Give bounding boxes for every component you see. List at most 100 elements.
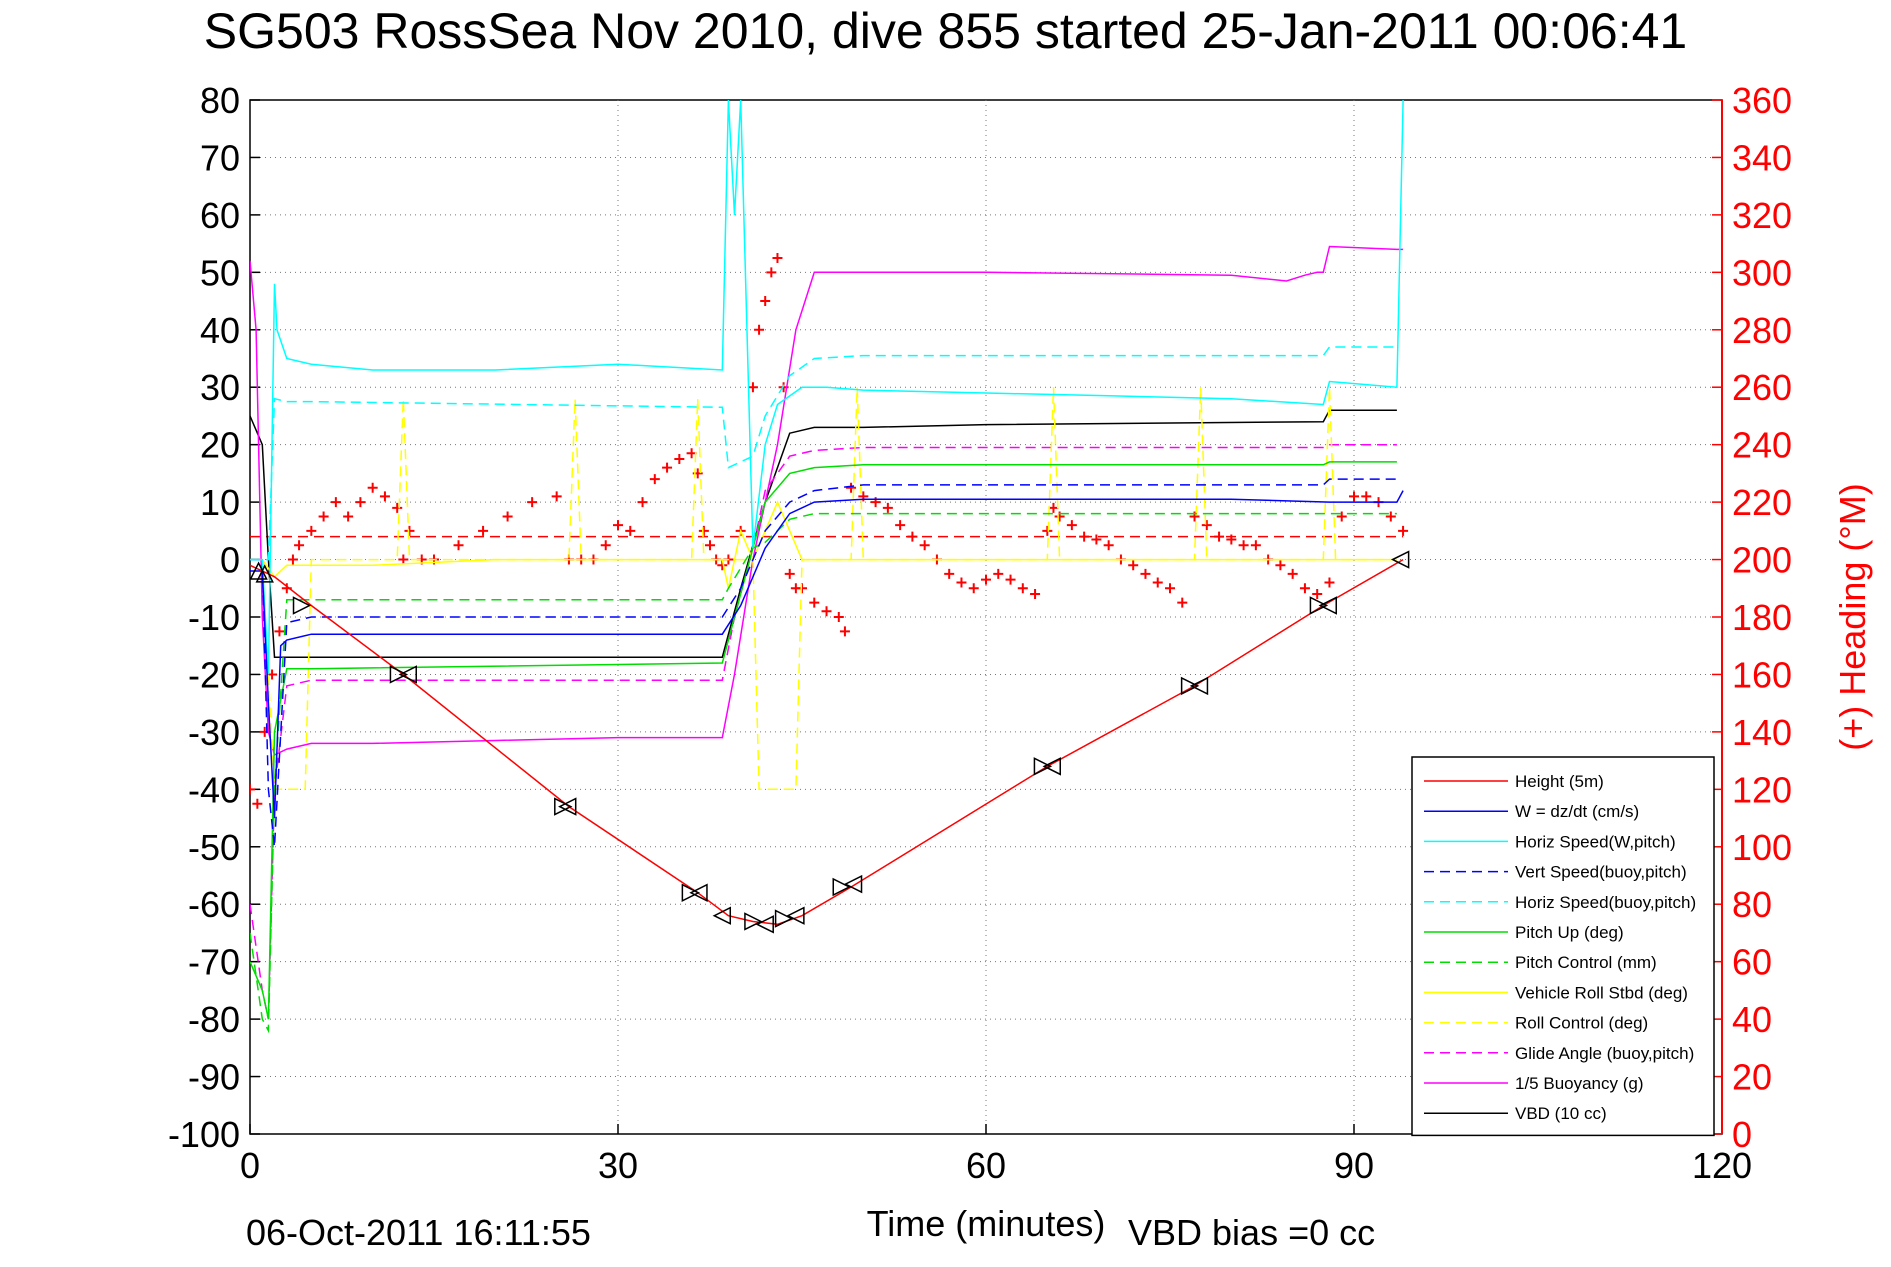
heading-point	[649, 474, 660, 485]
heading-point	[1349, 491, 1359, 502]
position-marker	[389, 665, 409, 684]
y-tick-label: -50	[188, 827, 240, 868]
series-group	[250, 100, 1410, 1034]
heading-point	[502, 511, 513, 522]
heading-point	[1201, 520, 1212, 531]
heading-point	[1312, 589, 1323, 600]
series-line	[250, 478, 1397, 847]
heading-point	[398, 554, 409, 565]
position-marker	[255, 564, 274, 583]
heading-point	[1287, 568, 1298, 579]
chart-title: SG503 RossSea Nov 2010, dive 855 started…	[203, 3, 1688, 59]
position-marker	[786, 906, 805, 925]
heading-point	[1398, 525, 1409, 536]
series-line	[250, 387, 1397, 791]
position-marker	[712, 906, 732, 925]
legend-entry: Vert Speed(buoy,pitch)	[1515, 863, 1687, 882]
y2-tick-label: 300	[1732, 252, 1792, 293]
x-tick-label: 0	[240, 1145, 260, 1186]
y-tick-label: -10	[188, 597, 240, 638]
y2-tick-label: 260	[1732, 367, 1792, 408]
position-marker	[774, 909, 794, 928]
y2-tick-label: 80	[1732, 884, 1772, 925]
heading-point	[1091, 534, 1102, 545]
footer-vbd-bias: VBD bias =0 cc	[1128, 1212, 1376, 1253]
heading-point	[1165, 583, 1175, 594]
series-line	[250, 100, 1404, 675]
legend-entry: W = dz/dt (cm/s)	[1515, 802, 1639, 821]
heading-point	[662, 462, 673, 473]
heading-point	[993, 568, 1004, 579]
heading-point	[1140, 568, 1151, 579]
heading-point	[821, 606, 832, 617]
position-marker	[755, 915, 774, 934]
heading-point	[250, 784, 255, 795]
position-marker	[832, 877, 851, 897]
x-tick-label: 120	[1692, 1145, 1752, 1186]
legend-entry: Pitch Up (deg)	[1515, 923, 1624, 942]
heading-point	[846, 482, 857, 493]
y-tick-label: 80	[200, 80, 240, 121]
heading-point	[637, 497, 648, 508]
footer-timestamp: 06-Oct-2011 16:11:55	[246, 1212, 591, 1253]
heading-point	[882, 502, 893, 513]
heading-point	[453, 540, 464, 551]
position-marker	[1180, 676, 1200, 696]
heading-point	[839, 626, 850, 637]
heading-point	[1066, 520, 1077, 531]
heading-point	[294, 540, 305, 551]
heading-point	[355, 497, 366, 508]
heading-point	[1152, 577, 1163, 588]
series-line	[250, 500, 1397, 589]
y-tick-label: 40	[200, 310, 240, 351]
y2-tick-label: 0	[1732, 1114, 1752, 1155]
heading-point	[252, 798, 263, 809]
y-tick-label: -30	[188, 712, 240, 753]
y2-tick-label: 160	[1732, 654, 1792, 695]
legend-entry: VBD (10 cc)	[1515, 1104, 1607, 1123]
heading-point	[766, 267, 777, 278]
heading-point	[895, 520, 906, 531]
position-marker	[1309, 596, 1329, 615]
heading-point	[330, 497, 341, 508]
legend-entry: Height (5m)	[1515, 772, 1604, 791]
legend-box	[1411, 756, 1715, 1137]
heading-point	[944, 568, 955, 579]
position-marker	[1042, 757, 1061, 776]
heading-point	[1385, 511, 1396, 522]
y2-tick-label: 220	[1732, 482, 1792, 523]
y-tick-label: 20	[200, 425, 240, 466]
position-marker	[398, 665, 417, 684]
heading-point	[809, 597, 820, 608]
heading-point	[1250, 540, 1261, 551]
heading-point	[318, 511, 329, 522]
heading-point	[919, 540, 930, 551]
heading-point	[1042, 525, 1053, 536]
x-axis-label: Time (minutes)	[867, 1203, 1106, 1244]
y2-tick-label: 100	[1732, 827, 1792, 868]
position-marker	[554, 797, 573, 816]
y2-tick-label: 240	[1732, 425, 1792, 466]
y2-tick-label: 340	[1732, 137, 1792, 178]
heading-point	[404, 525, 415, 536]
y2-tick-label: 280	[1732, 310, 1792, 351]
heading-point	[551, 491, 562, 502]
heading-point	[674, 454, 685, 465]
position-marker	[1189, 676, 1209, 696]
heading-point	[1048, 502, 1059, 513]
heading-point	[306, 525, 317, 536]
y2-tick-label: 60	[1732, 942, 1772, 983]
y-tick-label: -90	[188, 1057, 240, 1098]
series-line	[250, 490, 1404, 819]
legend-entry: Glide Angle (buoy,pitch)	[1515, 1044, 1694, 1063]
heading-point	[1324, 577, 1335, 588]
heading-point	[981, 574, 991, 585]
heading-point	[760, 296, 771, 307]
position-marker	[1390, 550, 1410, 569]
y-tick-label: -70	[188, 942, 240, 983]
heading-point	[698, 525, 709, 536]
position-marker	[292, 596, 312, 615]
heading-point	[274, 626, 285, 637]
heading-point	[1017, 583, 1028, 594]
